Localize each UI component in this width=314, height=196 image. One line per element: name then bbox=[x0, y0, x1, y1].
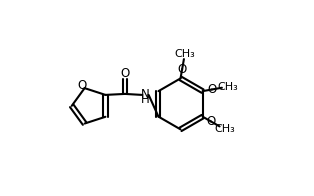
Text: N: N bbox=[141, 88, 149, 101]
Text: CH₃: CH₃ bbox=[214, 124, 235, 134]
Text: O: O bbox=[177, 63, 187, 76]
Text: CH₃: CH₃ bbox=[217, 82, 238, 92]
Text: O: O bbox=[120, 67, 130, 80]
Text: CH₃: CH₃ bbox=[175, 49, 195, 59]
Text: O: O bbox=[206, 115, 215, 128]
Text: H: H bbox=[141, 93, 149, 106]
Text: O: O bbox=[77, 79, 86, 92]
Text: O: O bbox=[207, 83, 216, 96]
